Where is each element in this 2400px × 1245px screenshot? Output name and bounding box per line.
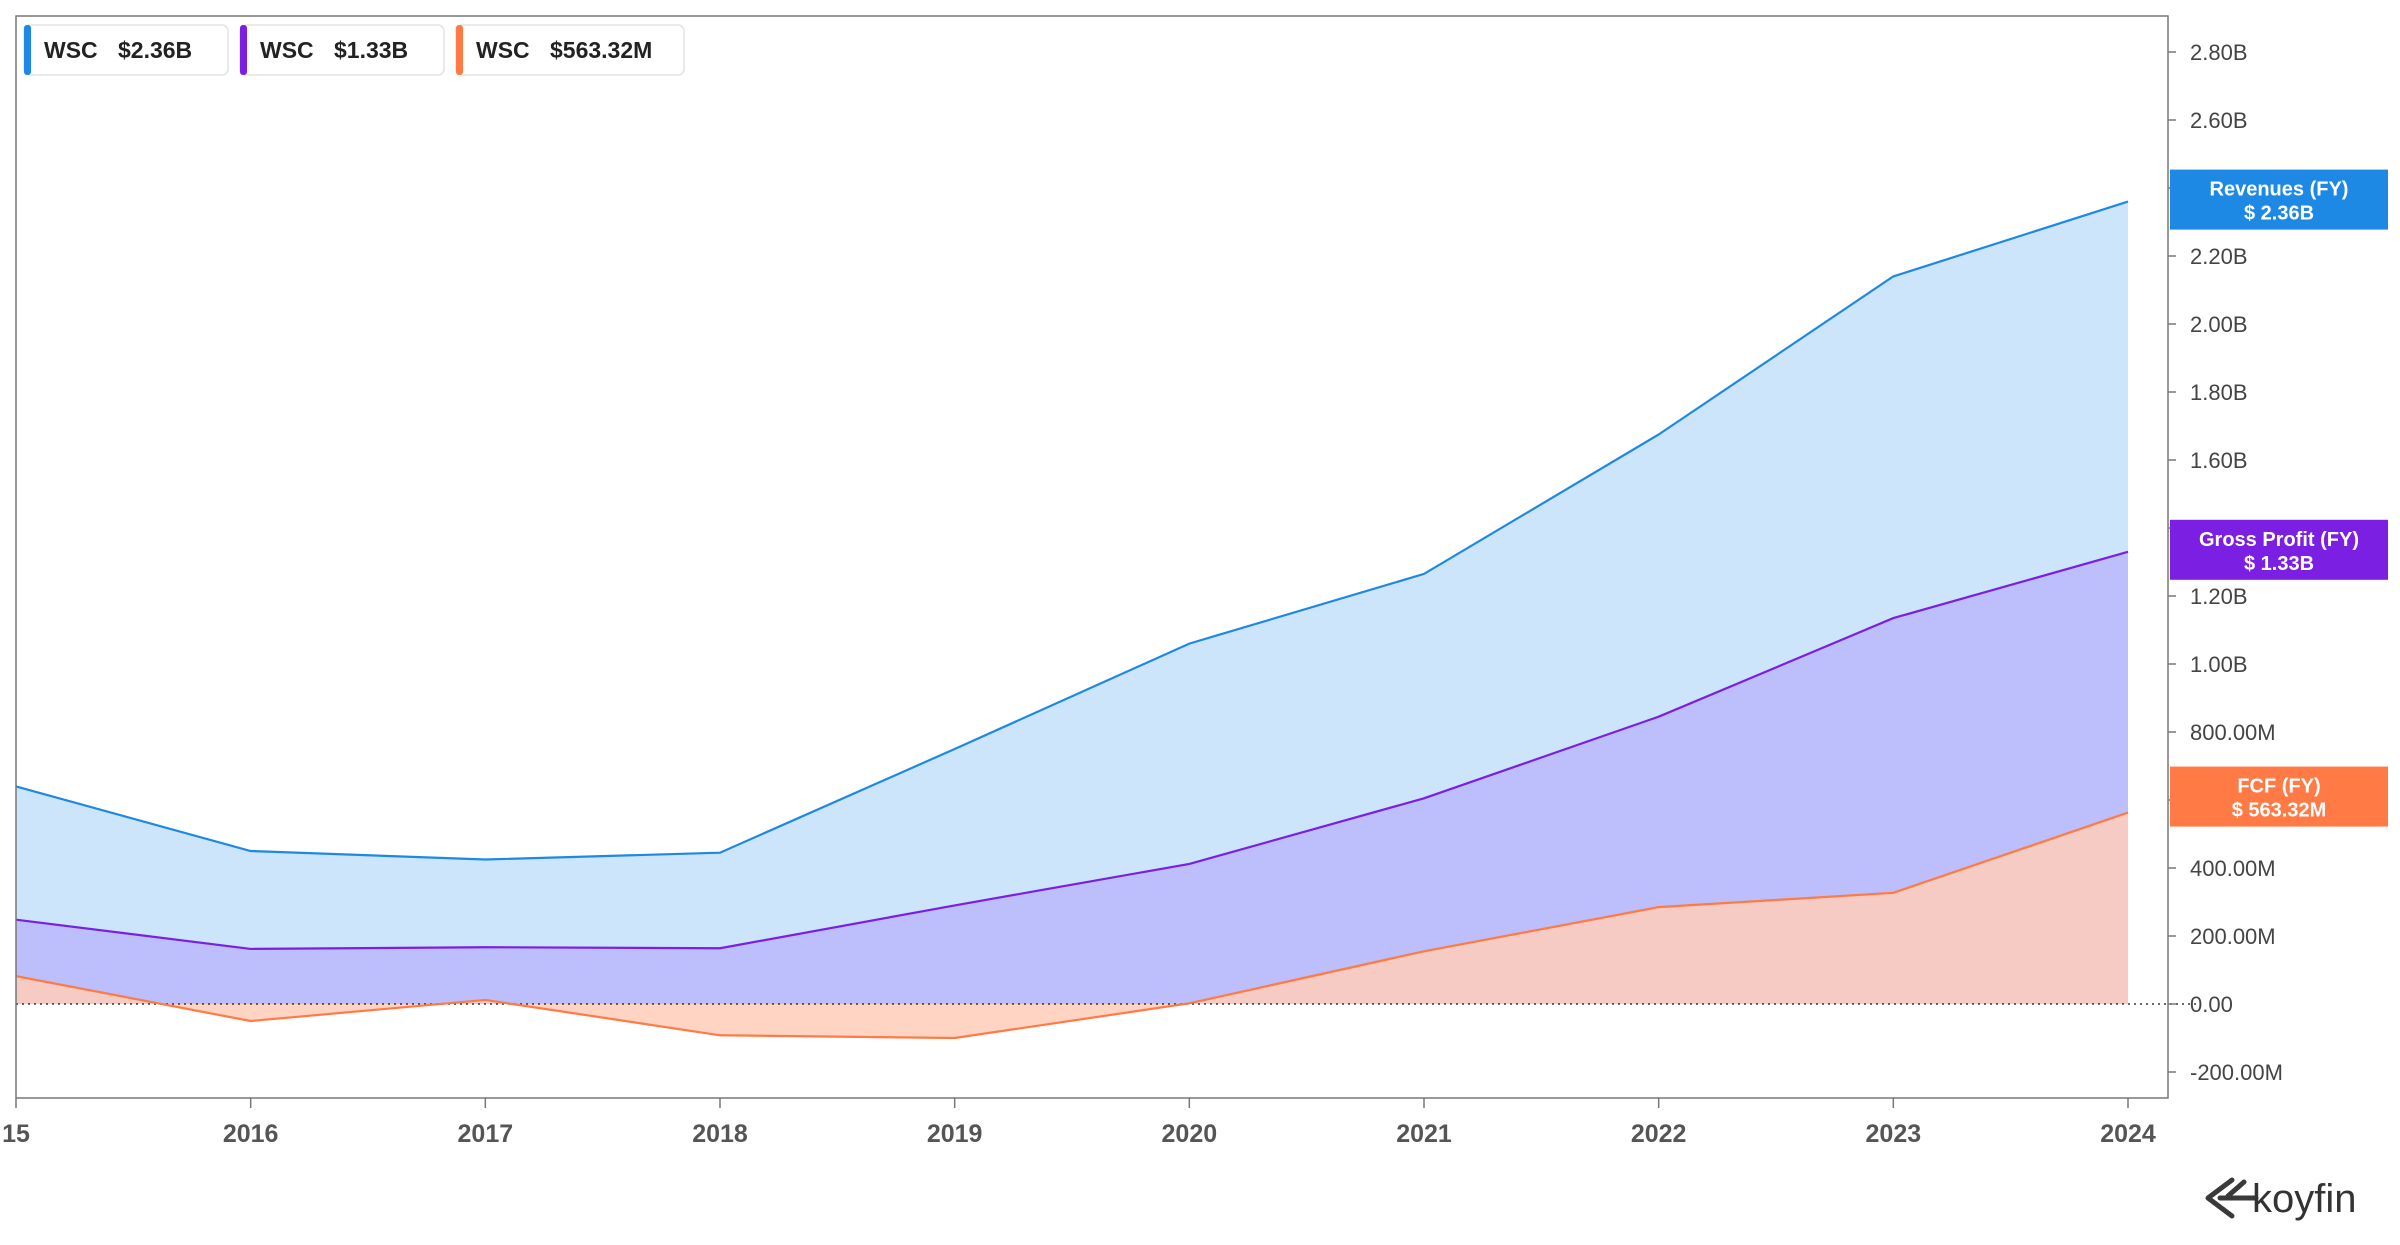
x-tick-label: 2022 (1631, 1120, 1687, 1148)
y-tick-label: 1.20B (2190, 584, 2248, 609)
data-point-series-2-2023 (1892, 891, 1895, 894)
legend-color-swatch (456, 25, 463, 75)
data-point-series-0-2021 (1423, 572, 1426, 575)
data-point-series-0-2024 (2127, 200, 2130, 203)
data-point-series-1-2022 (1657, 715, 1660, 718)
area-fill-series-2 (16, 812, 2128, 1038)
legend: WSC $2.36B WSC $1.33B WSC $563.32M (23, 24, 685, 76)
legend-value: $2.36B (118, 37, 192, 63)
data-point-series-2-2018 (719, 1034, 722, 1037)
series-end-label-title: Revenues (FY) (2210, 179, 2349, 201)
series-end-label-title: Gross Profit (FY) (2199, 529, 2359, 551)
y-tick-label: 1.80B (2190, 380, 2248, 405)
legend-ticker: WSC (44, 37, 98, 63)
series-end-labels: Revenues (FY)$ 2.36B Gross Profit (FY)$ 1… (2170, 169, 2388, 827)
series-end-label-2: FCF (FY)$ 563.32M (2170, 766, 2388, 827)
data-point-series-0-2018 (719, 851, 722, 854)
y-tick-label: 800.00M (2190, 720, 2276, 745)
legend-color-swatch (24, 25, 31, 75)
series-end-label-value: $ 563.32M (2232, 800, 2327, 822)
y-tick-label: 1.00B (2190, 652, 2248, 677)
legend-ticker: WSC (476, 37, 530, 63)
y-tick-label: 200.00M (2190, 924, 2276, 949)
legend-color-swatch (240, 25, 247, 75)
x-tick-label: 2024 (2100, 1120, 2156, 1148)
legend-item-2[interactable]: WSC $563.32M (455, 24, 685, 76)
series-end-label-value: $ 2.36B (2244, 203, 2314, 225)
y-tick-label: -200.00M (2190, 1060, 2283, 1085)
series-end-label-title: FCF (FY) (2237, 776, 2320, 798)
y-tick-label: 0.00 (2190, 992, 2233, 1017)
data-point-series-2-2021 (1423, 950, 1426, 953)
series-line-2 (15, 811, 2129, 1040)
y-tick-label: 2.80B (2190, 40, 2248, 65)
y-tick-label: 400.00M (2190, 856, 2276, 881)
data-point-series-2-2024 (2127, 811, 2130, 814)
series-end-label-0: Revenues (FY)$ 2.36B (2170, 169, 2388, 230)
x-tick-label: 2016 (223, 1120, 279, 1148)
data-point-series-1-2023 (1892, 617, 1895, 620)
data-point-series-0-2019 (953, 748, 956, 751)
data-point-series-1-2018 (719, 947, 722, 950)
x-tick-label: 2018 (692, 1120, 748, 1148)
series-line-0 (15, 200, 2129, 861)
series-line-1 (15, 550, 2129, 951)
data-point-series-0-2023 (1892, 275, 1895, 278)
brand-name: koyfin (2252, 1177, 2357, 1221)
data-point-series-0-2016 (249, 850, 252, 853)
data-point-series-1-2020 (1188, 862, 1191, 865)
data-point-series-2-2020 (1188, 1002, 1191, 1005)
series-end-label-bg (2170, 169, 2388, 230)
area-fills (16, 201, 2128, 1038)
x-tick-label: 2023 (1866, 1120, 1922, 1148)
series-end-label-bg (2170, 766, 2388, 827)
y-tick-label: 2.00B (2190, 312, 2248, 337)
brand-logo: koyfin (2205, 1177, 2357, 1221)
y-tick-label: 2.20B (2190, 244, 2248, 269)
data-point-series-0-2020 (1188, 642, 1191, 645)
legend-item-0[interactable]: WSC $2.36B (23, 24, 229, 76)
series-lines (15, 200, 2130, 1040)
data-point-series-1-2021 (1423, 797, 1426, 800)
x-tick-label: 2020 (1162, 1120, 1218, 1148)
x-tick-label: 2017 (458, 1120, 514, 1148)
data-point-series-1-2019 (953, 904, 956, 907)
area-fill-series-1 (16, 551, 2128, 1004)
series-end-label-1: Gross Profit (FY)$ 1.33B (2170, 519, 2388, 580)
legend-value: $1.33B (334, 37, 408, 63)
x-tick-label: 2021 (1396, 1120, 1452, 1148)
data-point-series-2-2017 (484, 998, 487, 1001)
x-tick-label: 2019 (927, 1120, 983, 1148)
data-point-series-1-2016 (249, 947, 252, 950)
legend-value: $563.32M (550, 37, 652, 63)
data-point-series-0-2017 (484, 858, 487, 861)
y-tick-label: 2.60B (2190, 108, 2248, 133)
koyfin-logo-icon (2205, 1177, 2259, 1219)
legend-item-1[interactable]: WSC $1.33B (239, 24, 445, 76)
y-tick-label: 1.60B (2190, 448, 2248, 473)
data-point-series-2-2019 (953, 1037, 956, 1040)
data-point-series-2-2022 (1657, 906, 1660, 909)
legend-ticker: WSC (260, 37, 314, 63)
plot-frame (15, 15, 2169, 1099)
x-axis: 15 2016 2017 2018 2019 2020 2021 2022 2023 2024 (2, 1098, 2156, 1148)
data-point-series-1-2017 (484, 946, 487, 949)
data-point-series-2-2016 (249, 1020, 252, 1023)
data-point-series-0-2022 (1657, 433, 1660, 436)
data-point-series-1-2024 (2127, 550, 2130, 553)
series-end-label-value: $ 1.33B (2244, 553, 2314, 575)
series-end-label-bg (2170, 519, 2388, 580)
x-tick-label: 15 (2, 1120, 30, 1148)
